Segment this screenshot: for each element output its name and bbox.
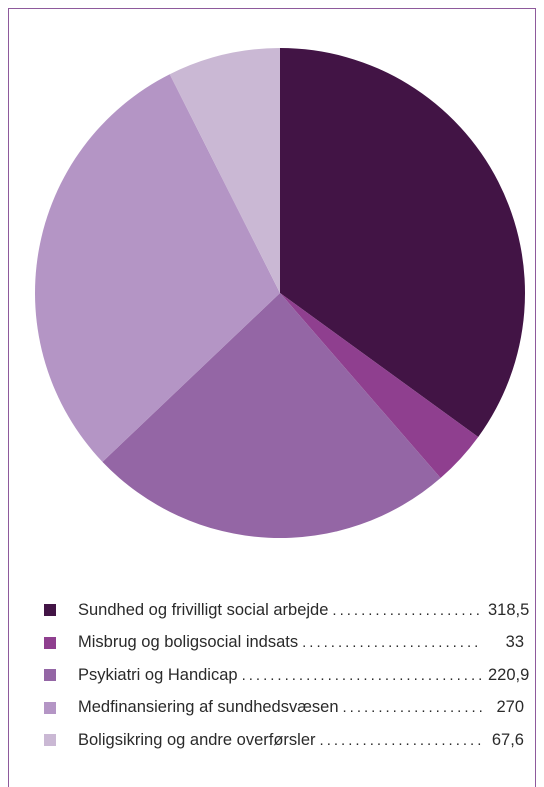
legend-swatch [44, 701, 56, 714]
legend-value: 33 [505, 633, 524, 652]
legend-leader-dots: ........................................… [319, 731, 482, 749]
legend-value: 318,5 [488, 600, 530, 619]
legend-label: Medfinansiering af sundhedsvæsen [78, 698, 339, 717]
legend-swatch [44, 734, 56, 747]
pie-slice [35, 74, 281, 462]
legend-label: Sundhed og frivilligt social arbejde [78, 600, 329, 619]
legend-label: Psykiatri og Handicap [78, 665, 238, 684]
legend-swatch [44, 604, 56, 617]
pie-slice [169, 48, 280, 293]
pie-slice [280, 48, 526, 438]
legend-value: 270 [496, 698, 524, 717]
legend-swatch [44, 669, 56, 682]
legend-leader-dots: ........................................… [302, 634, 482, 652]
legend-label: Boligsikring og andre overførsler [78, 730, 316, 749]
legend-leader-dots: ........................................… [342, 699, 483, 717]
chart-frame [8, 8, 536, 787]
legend-item: Misbrug og boligsocial indsats..........… [44, 627, 524, 660]
legend-leader-dots: ........................................… [332, 601, 482, 619]
legend-item: Boligsikring og andre overførsler.......… [44, 724, 524, 757]
legend-item: Sundhed og frivilligt social arbejde....… [44, 594, 530, 627]
legend-leader-dots: ........................................… [241, 666, 482, 684]
legend-item: Psykiatri og Handicap...................… [44, 659, 530, 692]
legend-swatch [44, 636, 56, 649]
legend-label: Misbrug og boligsocial indsats [78, 633, 299, 652]
chart-legend: Sundhed og frivilligt social arbejde....… [44, 594, 530, 757]
pie-slice [280, 293, 479, 479]
legend-value: 220,9 [488, 665, 530, 684]
legend-item: Medfinansiering af sundhedsvæsen........… [44, 692, 524, 725]
pie-slice [102, 293, 441, 539]
legend-value: 67,6 [491, 730, 524, 749]
